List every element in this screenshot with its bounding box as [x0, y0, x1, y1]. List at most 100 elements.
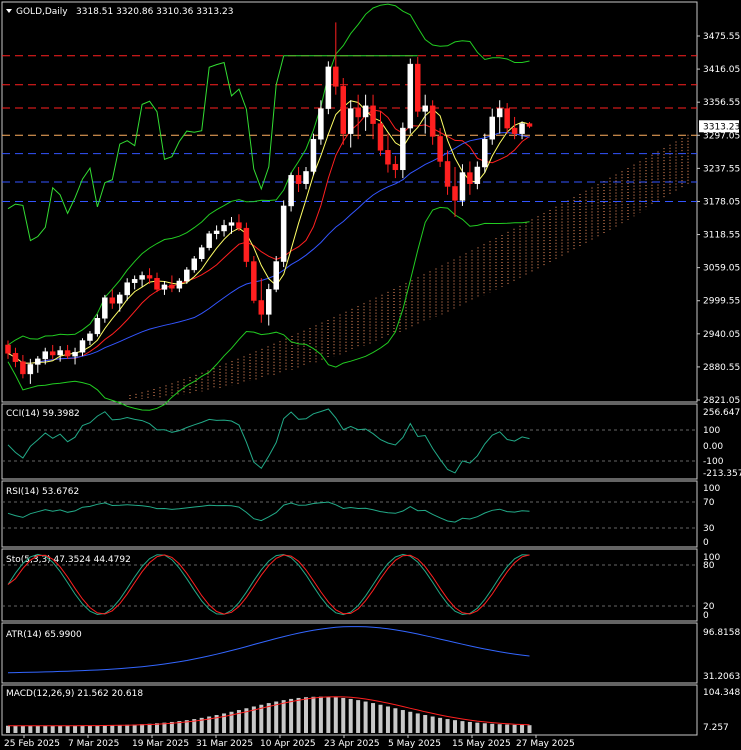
candle: [191, 255, 197, 273]
candle: [236, 214, 242, 231]
macd-histogram: [6, 696, 532, 733]
candle: [519, 121, 525, 140]
macd-bar: [147, 723, 152, 733]
macd-bar: [73, 725, 78, 733]
rsi-panel-label: RSI(14) 53.6762: [6, 487, 79, 497]
candle: [482, 133, 488, 173]
candle: [176, 278, 183, 293]
macd-bar: [415, 713, 420, 733]
chart-menu-arrow-icon[interactable]: [6, 9, 12, 13]
support-resistance-levels: [2, 55, 697, 202]
candle: [392, 155, 399, 179]
macd-bar: [192, 719, 197, 733]
atr-axis-label: 96.8158: [703, 628, 740, 638]
candle: [198, 244, 205, 262]
macd-signal-line: [8, 696, 530, 727]
candle: [72, 347, 78, 365]
date-tick-label: 5 May 2025: [388, 739, 441, 749]
macd-bar: [400, 710, 405, 733]
stochastic-d-line: [7, 554, 530, 615]
candle: [288, 172, 294, 212]
macd-bar: [43, 725, 48, 733]
candle: [400, 122, 406, 179]
price-tick-label: 3118.55: [703, 231, 740, 241]
candle: [169, 275, 175, 293]
candle: [20, 354, 26, 379]
macd-bar: [251, 706, 256, 733]
candle: [94, 314, 101, 337]
candle: [310, 133, 317, 176]
candle: [422, 94, 428, 134]
macd-bar: [482, 723, 487, 733]
chikou-span-line: [7, 55, 418, 242]
macd-bar: [467, 721, 472, 733]
ohlc-values: 3318.51 3320.86 3310.36 3313.23: [76, 7, 233, 17]
macd-bar: [259, 704, 264, 733]
price-tick-label: 2821.05: [703, 396, 740, 406]
sto-panel-frame: [1, 548, 698, 622]
candle: [57, 346, 63, 362]
macd-bar: [520, 725, 525, 733]
macd-bar: [393, 708, 398, 733]
price-tick-label: 2999.55: [703, 297, 740, 307]
candle: [266, 283, 272, 326]
candle: [5, 340, 11, 359]
macd-bar: [140, 724, 145, 733]
cci-panel-frame: [1, 403, 698, 480]
candle: [407, 58, 414, 134]
macd-bar: [378, 704, 383, 733]
candle: [489, 108, 495, 145]
candle: [154, 272, 160, 293]
cci-line: [7, 408, 530, 474]
candle: [49, 344, 56, 359]
macd-bar: [326, 696, 331, 733]
rsi-line: [7, 501, 530, 523]
candle: [459, 164, 466, 206]
macd-bar: [296, 697, 301, 733]
macd-bar: [289, 698, 294, 733]
candle: [117, 292, 123, 312]
date-tick-label: 23 Apr 2025: [324, 739, 380, 749]
macd-bar: [408, 711, 413, 733]
candle: [437, 128, 443, 168]
current-price-badge: [699, 120, 739, 133]
macd-bar: [80, 725, 85, 733]
macd-bar: [102, 725, 107, 733]
macd-bar: [385, 706, 390, 733]
macd-bar: [28, 725, 33, 733]
macd-bar: [95, 725, 100, 733]
candle: [303, 167, 309, 190]
cci-axis-label: -213.3574: [703, 469, 741, 479]
macd-bar: [430, 716, 435, 733]
candle: [444, 150, 451, 195]
rsi-axis-label: 100: [703, 484, 720, 494]
candle: [415, 56, 421, 117]
macd-bar: [236, 710, 241, 733]
sto-axis-label: 0: [703, 611, 709, 621]
candle: [377, 111, 384, 156]
macd-bar: [162, 722, 167, 733]
date-axis: 25 Feb 2025 7 Mar 2025 19 Mar 2025 31 Mar 2…: [4, 735, 575, 749]
candle: [325, 61, 332, 115]
price-tick-label: 3475.55: [703, 32, 740, 42]
candle: [273, 255, 279, 293]
main-panel-frame: [1, 1, 698, 403]
cci-panel-label: CCI(14) 59.3982: [6, 409, 80, 419]
macd-bar: [169, 721, 174, 733]
date-tick-label: 7 Mar 2025: [68, 739, 119, 749]
candle: [385, 133, 391, 173]
macd-bar: [453, 720, 457, 733]
candle: [251, 255, 257, 304]
date-tick-label: 19 Mar 2025: [132, 739, 189, 749]
candle: [355, 94, 361, 140]
price-tick-label: 2940.05: [703, 330, 740, 340]
candle: [474, 161, 481, 190]
macd-bar: [117, 725, 122, 733]
macd-bar: [497, 724, 502, 733]
candle: [280, 200, 287, 268]
candle: [35, 356, 41, 373]
candle: [124, 278, 130, 301]
macd-bar: [132, 724, 137, 733]
date-tick-label: 27 May 2025: [516, 739, 575, 749]
